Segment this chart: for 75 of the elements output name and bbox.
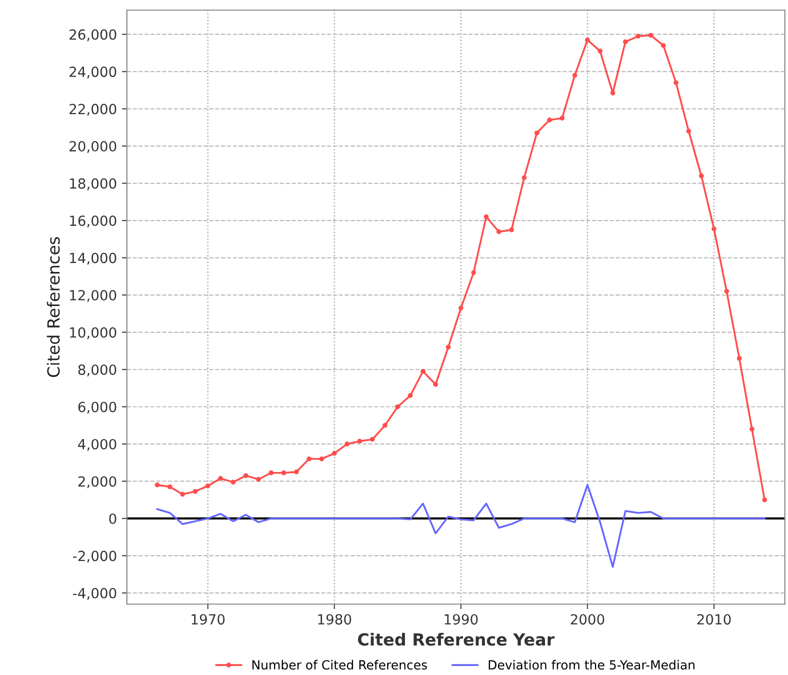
point — [344, 442, 350, 446]
point — [180, 492, 185, 497]
y-tick-label: 26,000 — [70, 29, 116, 42]
point — [471, 270, 476, 276]
point — [648, 32, 654, 38]
point — [522, 175, 527, 180]
point — [319, 456, 324, 462]
point — [446, 344, 451, 350]
point — [496, 229, 502, 234]
point — [205, 483, 210, 488]
point — [458, 306, 464, 310]
x-tick-label: 2010 — [697, 614, 731, 625]
point — [686, 128, 692, 134]
point — [395, 404, 400, 410]
point — [698, 173, 704, 178]
point — [408, 393, 413, 398]
y-tick-label: 16,000 — [70, 216, 116, 228]
y-tick-label: 4,000 — [78, 438, 116, 451]
point — [154, 482, 160, 488]
point — [370, 436, 375, 442]
point — [382, 422, 388, 428]
point — [712, 226, 716, 232]
point — [610, 90, 616, 96]
y-tick-label: 18,000 — [70, 178, 116, 190]
y-tick-label: 24,000 — [70, 66, 116, 78]
point — [585, 37, 590, 42]
point — [230, 480, 236, 485]
y-tick-label: 22,000 — [70, 104, 116, 116]
x-tick-label: 1980 — [318, 614, 352, 625]
point — [484, 214, 489, 220]
point — [598, 48, 603, 54]
x-tick-label: 1990 — [444, 614, 478, 625]
x-axis-title: Cited Reference Year — [358, 632, 554, 646]
point — [736, 356, 742, 361]
y-tick-label: 12,000 — [70, 290, 116, 302]
y-tick-label: 20,000 — [70, 141, 116, 153]
point — [243, 473, 248, 478]
point — [294, 469, 299, 474]
line-series — [156, 484, 766, 568]
point — [192, 489, 198, 494]
point — [281, 470, 286, 476]
y-tick-label: 8,000 — [78, 364, 116, 376]
point — [572, 72, 578, 78]
point — [622, 39, 628, 44]
x-tick-label: 2000 — [570, 614, 604, 625]
point — [306, 456, 312, 462]
x-tick-label: 1970 — [192, 614, 225, 625]
point — [750, 426, 754, 432]
point — [218, 476, 223, 481]
point — [547, 118, 552, 122]
point — [674, 80, 678, 86]
y-tick-label: 10,000 — [70, 327, 116, 340]
point — [560, 116, 565, 121]
y-tick-label: -2,000 — [73, 550, 116, 563]
y-tick-label: -4,000 — [73, 588, 116, 600]
point — [724, 288, 730, 294]
y-tick-label: 2,000 — [78, 476, 116, 488]
legend-label: Deviation from the 5-Year-Median — [488, 660, 694, 670]
point — [268, 470, 274, 476]
point — [636, 34, 640, 39]
point — [433, 382, 438, 387]
point — [332, 450, 337, 456]
legend-label: Number of Cited References — [252, 660, 427, 670]
y-tick-label: 0 — [109, 513, 116, 524]
y-tick-label: 6,000 — [78, 402, 116, 414]
point — [534, 130, 540, 136]
point — [256, 476, 261, 482]
point — [660, 43, 666, 48]
point — [420, 368, 426, 374]
point — [167, 484, 172, 490]
y-tick-label: 14,000 — [70, 252, 116, 265]
point — [762, 497, 768, 502]
y-axis-title: Cited References — [46, 237, 60, 377]
point — [509, 227, 514, 232]
point — [357, 438, 362, 444]
